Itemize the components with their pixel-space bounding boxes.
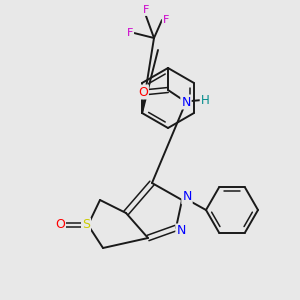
Text: F: F [127, 28, 133, 38]
Text: O: O [55, 218, 65, 232]
Text: F: F [163, 15, 169, 25]
Text: O: O [138, 85, 148, 98]
Text: N: N [182, 190, 192, 203]
Text: F: F [143, 5, 149, 15]
Text: N: N [176, 224, 186, 238]
Text: N: N [181, 95, 191, 109]
Text: H: H [201, 94, 209, 106]
Text: S: S [82, 218, 90, 232]
